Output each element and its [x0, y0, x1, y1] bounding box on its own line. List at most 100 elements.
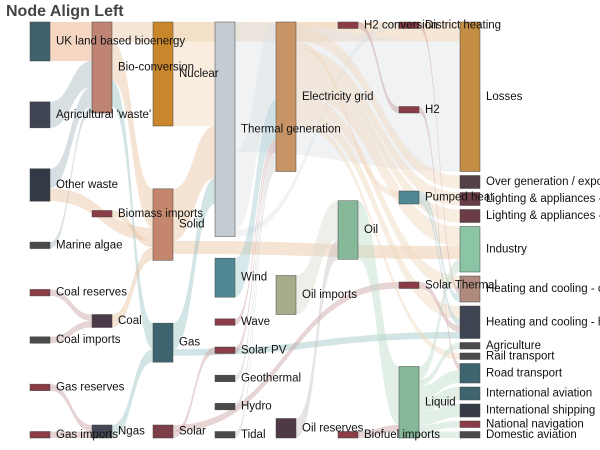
node-hydro[interactable] [214, 403, 236, 411]
link-gas_res-ngas [50, 384, 92, 432]
node-nuclear[interactable] [152, 21, 174, 127]
node-elec_grid[interactable] [275, 21, 297, 172]
label-marine: Marine algae [56, 239, 122, 251]
label-nat_nav: National navigation [486, 418, 584, 430]
link-solar-solar_thermal [173, 282, 399, 432]
label-district: District heating [425, 19, 501, 31]
node-coal_res[interactable] [29, 289, 51, 297]
node-bio_conv[interactable] [91, 21, 113, 114]
node-oil_res[interactable] [275, 418, 297, 439]
link-marine-bio_conv [50, 106, 92, 249]
node-intl_av[interactable] [459, 386, 481, 401]
label-industry: Industry [486, 243, 527, 255]
node-tidal[interactable] [214, 431, 236, 439]
node-road[interactable] [459, 363, 481, 384]
link-elec_grid-light2 [296, 61, 460, 223]
node-solar[interactable] [152, 424, 174, 439]
link-liquid-intl_av [419, 387, 460, 412]
label-heat2: Heating and cooling - homes [486, 316, 600, 328]
node-industry[interactable] [459, 226, 481, 273]
node-solar_thermal[interactable] [398, 281, 420, 289]
node-coal[interactable] [91, 314, 113, 328]
link-gas-heat2 [173, 332, 460, 356]
link-elec_grid-rail [296, 119, 460, 360]
label-coal_imp: Coal imports [56, 334, 121, 346]
label-elec_grid: Electricity grid [302, 91, 374, 103]
label-oil: Oil [364, 224, 378, 236]
node-oil[interactable] [337, 200, 359, 260]
node-heat1[interactable] [459, 275, 481, 303]
node-marine[interactable] [29, 241, 51, 249]
node-wind[interactable] [214, 257, 236, 298]
label-oil_imp: Oil imports [302, 289, 357, 301]
label-over_gen: Over generation / exports [486, 176, 600, 188]
node-losses[interactable] [459, 21, 481, 172]
link-gas-thermal [173, 178, 215, 350]
node-agri_waste[interactable] [29, 101, 51, 129]
link-agri_waste-bio_conv [50, 61, 92, 128]
link-oil-liquid [358, 200, 399, 425]
node-ngas[interactable] [91, 424, 113, 439]
link-district-heat1 [419, 22, 460, 296]
node-h2[interactable] [398, 106, 420, 114]
link-tidal-elec_grid [235, 165, 276, 438]
node-liquid[interactable] [398, 366, 420, 439]
label-agri_waste: Agricultural 'waste' [56, 109, 151, 121]
link-solar_pv-elec_grid [235, 145, 276, 354]
label-dom_av: Domestic aviation [486, 429, 577, 441]
link-biomass_imp-solid [112, 210, 153, 248]
node-oil_imp[interactable] [275, 275, 297, 315]
node-heat2[interactable] [459, 305, 481, 339]
node-nat_nav[interactable] [459, 420, 481, 428]
node-district[interactable] [398, 21, 420, 29]
link-other_waste-bio_conv [50, 87, 92, 189]
label-gas_res: Gas reserves [56, 381, 125, 393]
node-agri[interactable] [459, 342, 481, 350]
label-tidal: Tidal [241, 429, 266, 441]
node-gas[interactable] [152, 322, 174, 363]
node-pumped[interactable] [398, 190, 420, 205]
node-other_waste[interactable] [29, 168, 51, 202]
node-coal_imp[interactable] [29, 336, 51, 344]
link-elec_grid-over_gen [296, 28, 460, 189]
node-intl_ship[interactable] [459, 403, 481, 418]
node-solid[interactable] [152, 188, 174, 261]
node-light1[interactable] [459, 192, 481, 206]
node-thermal[interactable] [214, 21, 236, 237]
link-pumped-heat1 [419, 191, 460, 302]
label-road: Road transport [486, 367, 563, 379]
node-geothermal[interactable] [214, 374, 236, 382]
label-coal: Coal [118, 315, 142, 327]
link-solid-industry [173, 240, 460, 259]
node-dom_av[interactable] [459, 431, 481, 439]
label-liquid: Liquid [425, 396, 456, 408]
link-pumped-heat2 [419, 197, 460, 326]
label-ngas: Ngas [118, 426, 145, 438]
node-solar_pv[interactable] [214, 346, 236, 354]
node-light2[interactable] [459, 209, 481, 223]
label-solar_thermal: Solar Thermal [425, 279, 497, 291]
chart-title: Node Align Left [6, 3, 124, 20]
node-rail[interactable] [459, 352, 481, 360]
link-bio_conv-gas [112, 80, 153, 350]
link-elec_grid-light1 [296, 48, 460, 206]
node-wave[interactable] [214, 318, 236, 326]
node-gas_imp[interactable] [29, 431, 51, 439]
label-intl_av: International aviation [486, 388, 592, 400]
link-h2-road [419, 106, 460, 370]
link-wave-elec_grid [235, 139, 276, 326]
node-gas_res[interactable] [29, 383, 51, 391]
link-hydro-elec_grid [235, 158, 276, 410]
label-light2: Lighting & appliances - homes [486, 210, 600, 222]
node-uk_bio[interactable] [29, 21, 51, 62]
link-biofuel_imp-liquid [358, 425, 399, 438]
node-biomass_imp[interactable] [91, 210, 113, 218]
node-over_gen[interactable] [459, 175, 481, 189]
label-uk_bio: UK land based bioenergy [56, 36, 185, 48]
label-gas: Gas [179, 337, 200, 349]
node-h2_conv[interactable] [337, 21, 359, 29]
label-solar: Solar [179, 426, 206, 438]
node-biofuel_imp[interactable] [337, 431, 359, 439]
label-other_waste: Other waste [56, 179, 118, 191]
